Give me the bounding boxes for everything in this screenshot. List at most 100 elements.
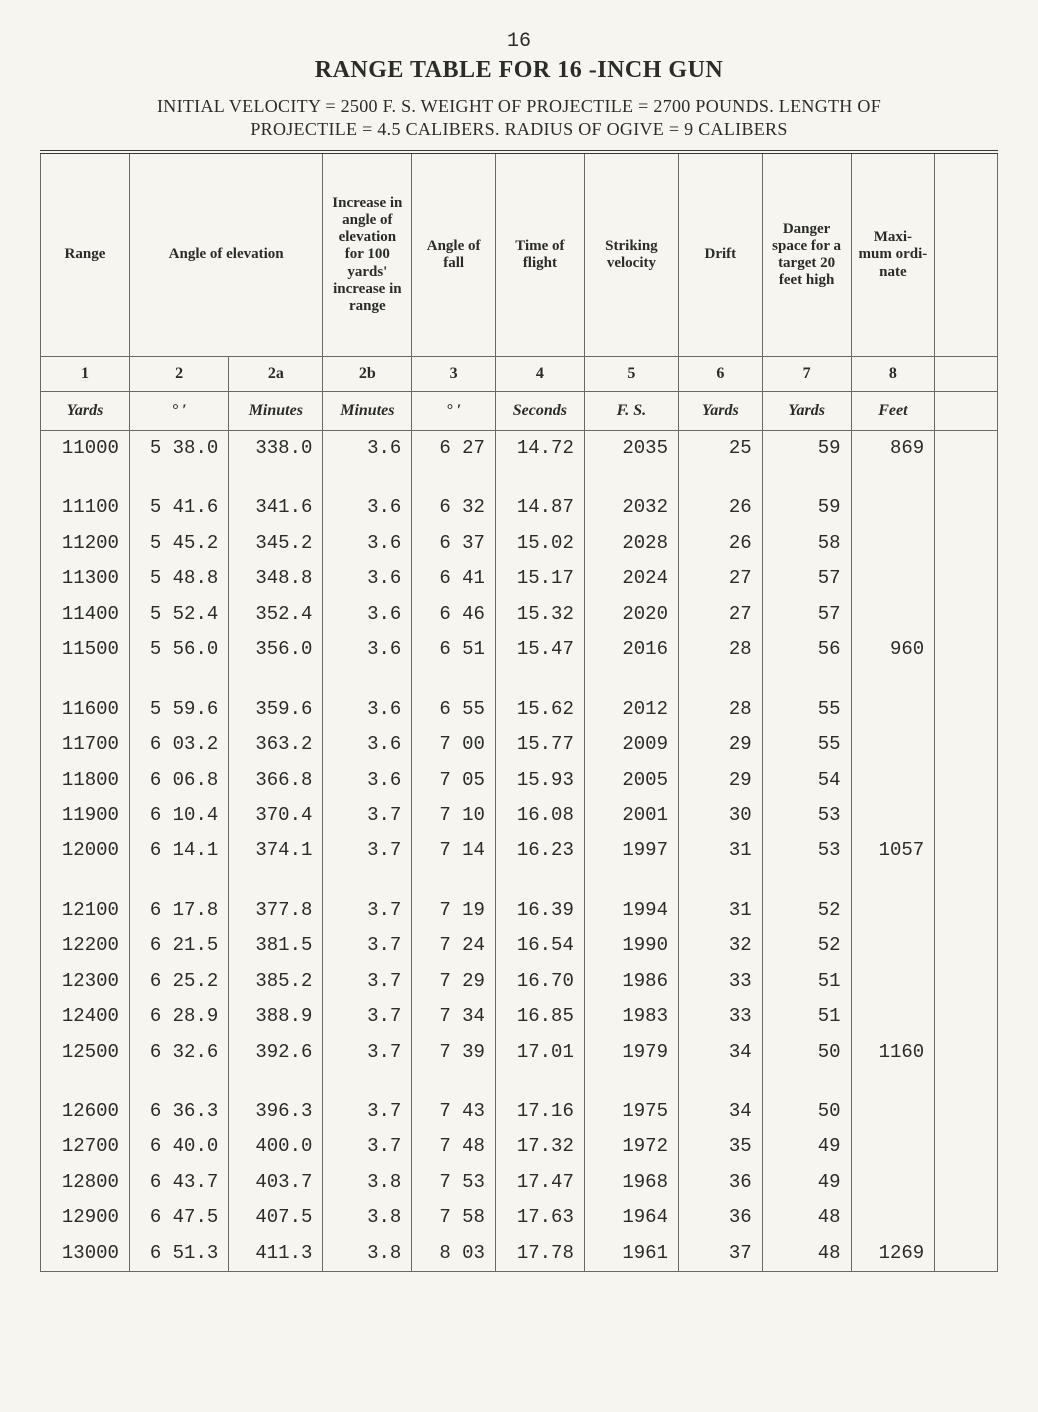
table-cell: 12400 <box>41 999 130 1034</box>
table-cell: 15.32 <box>495 597 584 632</box>
table-cell: 57 <box>762 597 851 632</box>
table-cell <box>41 869 130 893</box>
col-number: 2b <box>323 357 412 392</box>
table-cell: 3.7 <box>323 1035 412 1070</box>
table-cell: 11300 <box>41 561 130 596</box>
table-row: 127006 40.0400.03.77 4817.3219723549 <box>41 1129 998 1164</box>
col-unit: Feet <box>851 392 935 431</box>
col-unit: Yards <box>762 392 851 431</box>
table-cell: 53 <box>762 798 851 833</box>
table-cell: 6 43.7 <box>129 1165 228 1200</box>
table-cell <box>129 466 228 490</box>
table-cell: 57 <box>762 561 851 596</box>
table-cell: 3.7 <box>323 893 412 928</box>
table-cell: 31 <box>678 833 762 868</box>
col-number: 8 <box>851 357 935 392</box>
table-cell: 7 10 <box>412 798 496 833</box>
table-cell: 3.6 <box>323 763 412 798</box>
table-cell <box>678 668 762 692</box>
table-cell: 3.7 <box>323 999 412 1034</box>
table-cell <box>851 1165 935 1200</box>
table-cell: 53 <box>762 833 851 868</box>
table-row: 111005 41.6341.63.66 3214.8720322659 <box>41 490 998 525</box>
table-cell <box>851 490 935 525</box>
table-cell: 3.7 <box>323 928 412 963</box>
table-cell: 7 00 <box>412 727 496 762</box>
table-cell: 16.23 <box>495 833 584 868</box>
table-cell: 1975 <box>584 1094 678 1129</box>
table-cell <box>678 869 762 893</box>
table-cell <box>935 632 998 667</box>
table-cell: 3.8 <box>323 1165 412 1200</box>
table-cell: 388.9 <box>229 999 323 1034</box>
table-cell: 16.85 <box>495 999 584 1034</box>
table-cell: 6 03.2 <box>129 727 228 762</box>
col-label: Angle of fall <box>412 152 496 357</box>
table-cell: 50 <box>762 1094 851 1129</box>
table-cell: 26 <box>678 490 762 525</box>
table-cell: 3.6 <box>323 431 412 467</box>
table-cell: 17.32 <box>495 1129 584 1164</box>
table-cell <box>41 668 130 692</box>
table-cell: 48 <box>762 1200 851 1235</box>
table-cell: 374.1 <box>229 833 323 868</box>
table-cell: 16.39 <box>495 893 584 928</box>
table-cell: 377.8 <box>229 893 323 928</box>
table-cell <box>935 431 998 467</box>
table-cell <box>412 466 496 490</box>
table-cell: 7 19 <box>412 893 496 928</box>
table-cell <box>762 466 851 490</box>
col-label: Time of flight <box>495 152 584 357</box>
col-number: 7 <box>762 357 851 392</box>
subtitle-line-2: PROJECTILE = 4.5 CALIBERS. RADIUS OF OGI… <box>40 119 998 140</box>
table-cell: 6 51.3 <box>129 1236 228 1272</box>
table-cell: 348.8 <box>229 561 323 596</box>
table-cell: 17.78 <box>495 1236 584 1272</box>
table-cell: 363.2 <box>229 727 323 762</box>
col-unit: Yards <box>678 392 762 431</box>
table-cell <box>935 869 998 893</box>
table-cell: 6 40.0 <box>129 1129 228 1164</box>
table-cell <box>229 1070 323 1094</box>
col-number: 3 <box>412 357 496 392</box>
table-cell: 6 55 <box>412 692 496 727</box>
table-cell: 2032 <box>584 490 678 525</box>
table-cell: 52 <box>762 893 851 928</box>
table-cell <box>584 1070 678 1094</box>
table-cell: 11800 <box>41 763 130 798</box>
col-unit: Yards <box>41 392 130 431</box>
col-unit: Minutes <box>229 392 323 431</box>
col-label: Maxi- mum ordi- nate <box>851 152 935 357</box>
table-cell: 6 46 <box>412 597 496 632</box>
table-cell <box>935 964 998 999</box>
table-cell: 3.6 <box>323 561 412 596</box>
col-number: 2a <box>229 357 323 392</box>
table-cell: 5 59.6 <box>129 692 228 727</box>
col-label: Danger space for a target 20 feet high <box>762 152 851 357</box>
table-cell <box>851 869 935 893</box>
table-cell: 3.8 <box>323 1200 412 1235</box>
table-cell <box>935 928 998 963</box>
table-cell: 1160 <box>851 1035 935 1070</box>
table-cell: 6 06.8 <box>129 763 228 798</box>
table-cell: 34 <box>678 1035 762 1070</box>
table-cell: 15.47 <box>495 632 584 667</box>
table-cell: 1979 <box>584 1035 678 1070</box>
table-cell: 1964 <box>584 1200 678 1235</box>
table-cell: 2020 <box>584 597 678 632</box>
col-unit: F. S. <box>584 392 678 431</box>
col-number: 5 <box>584 357 678 392</box>
table-cell <box>851 999 935 1034</box>
table-cell: 1983 <box>584 999 678 1034</box>
table-row <box>41 1070 998 1094</box>
table-cell <box>851 692 935 727</box>
table-cell <box>935 763 998 798</box>
table-cell: 15.17 <box>495 561 584 596</box>
page-title: RANGE TABLE FOR 16 -INCH GUN <box>40 57 998 84</box>
table-cell <box>935 561 998 596</box>
table-cell <box>851 964 935 999</box>
table-cell <box>495 1070 584 1094</box>
table-cell: 2005 <box>584 763 678 798</box>
table-cell <box>412 1070 496 1094</box>
table-cell: 3.6 <box>323 727 412 762</box>
